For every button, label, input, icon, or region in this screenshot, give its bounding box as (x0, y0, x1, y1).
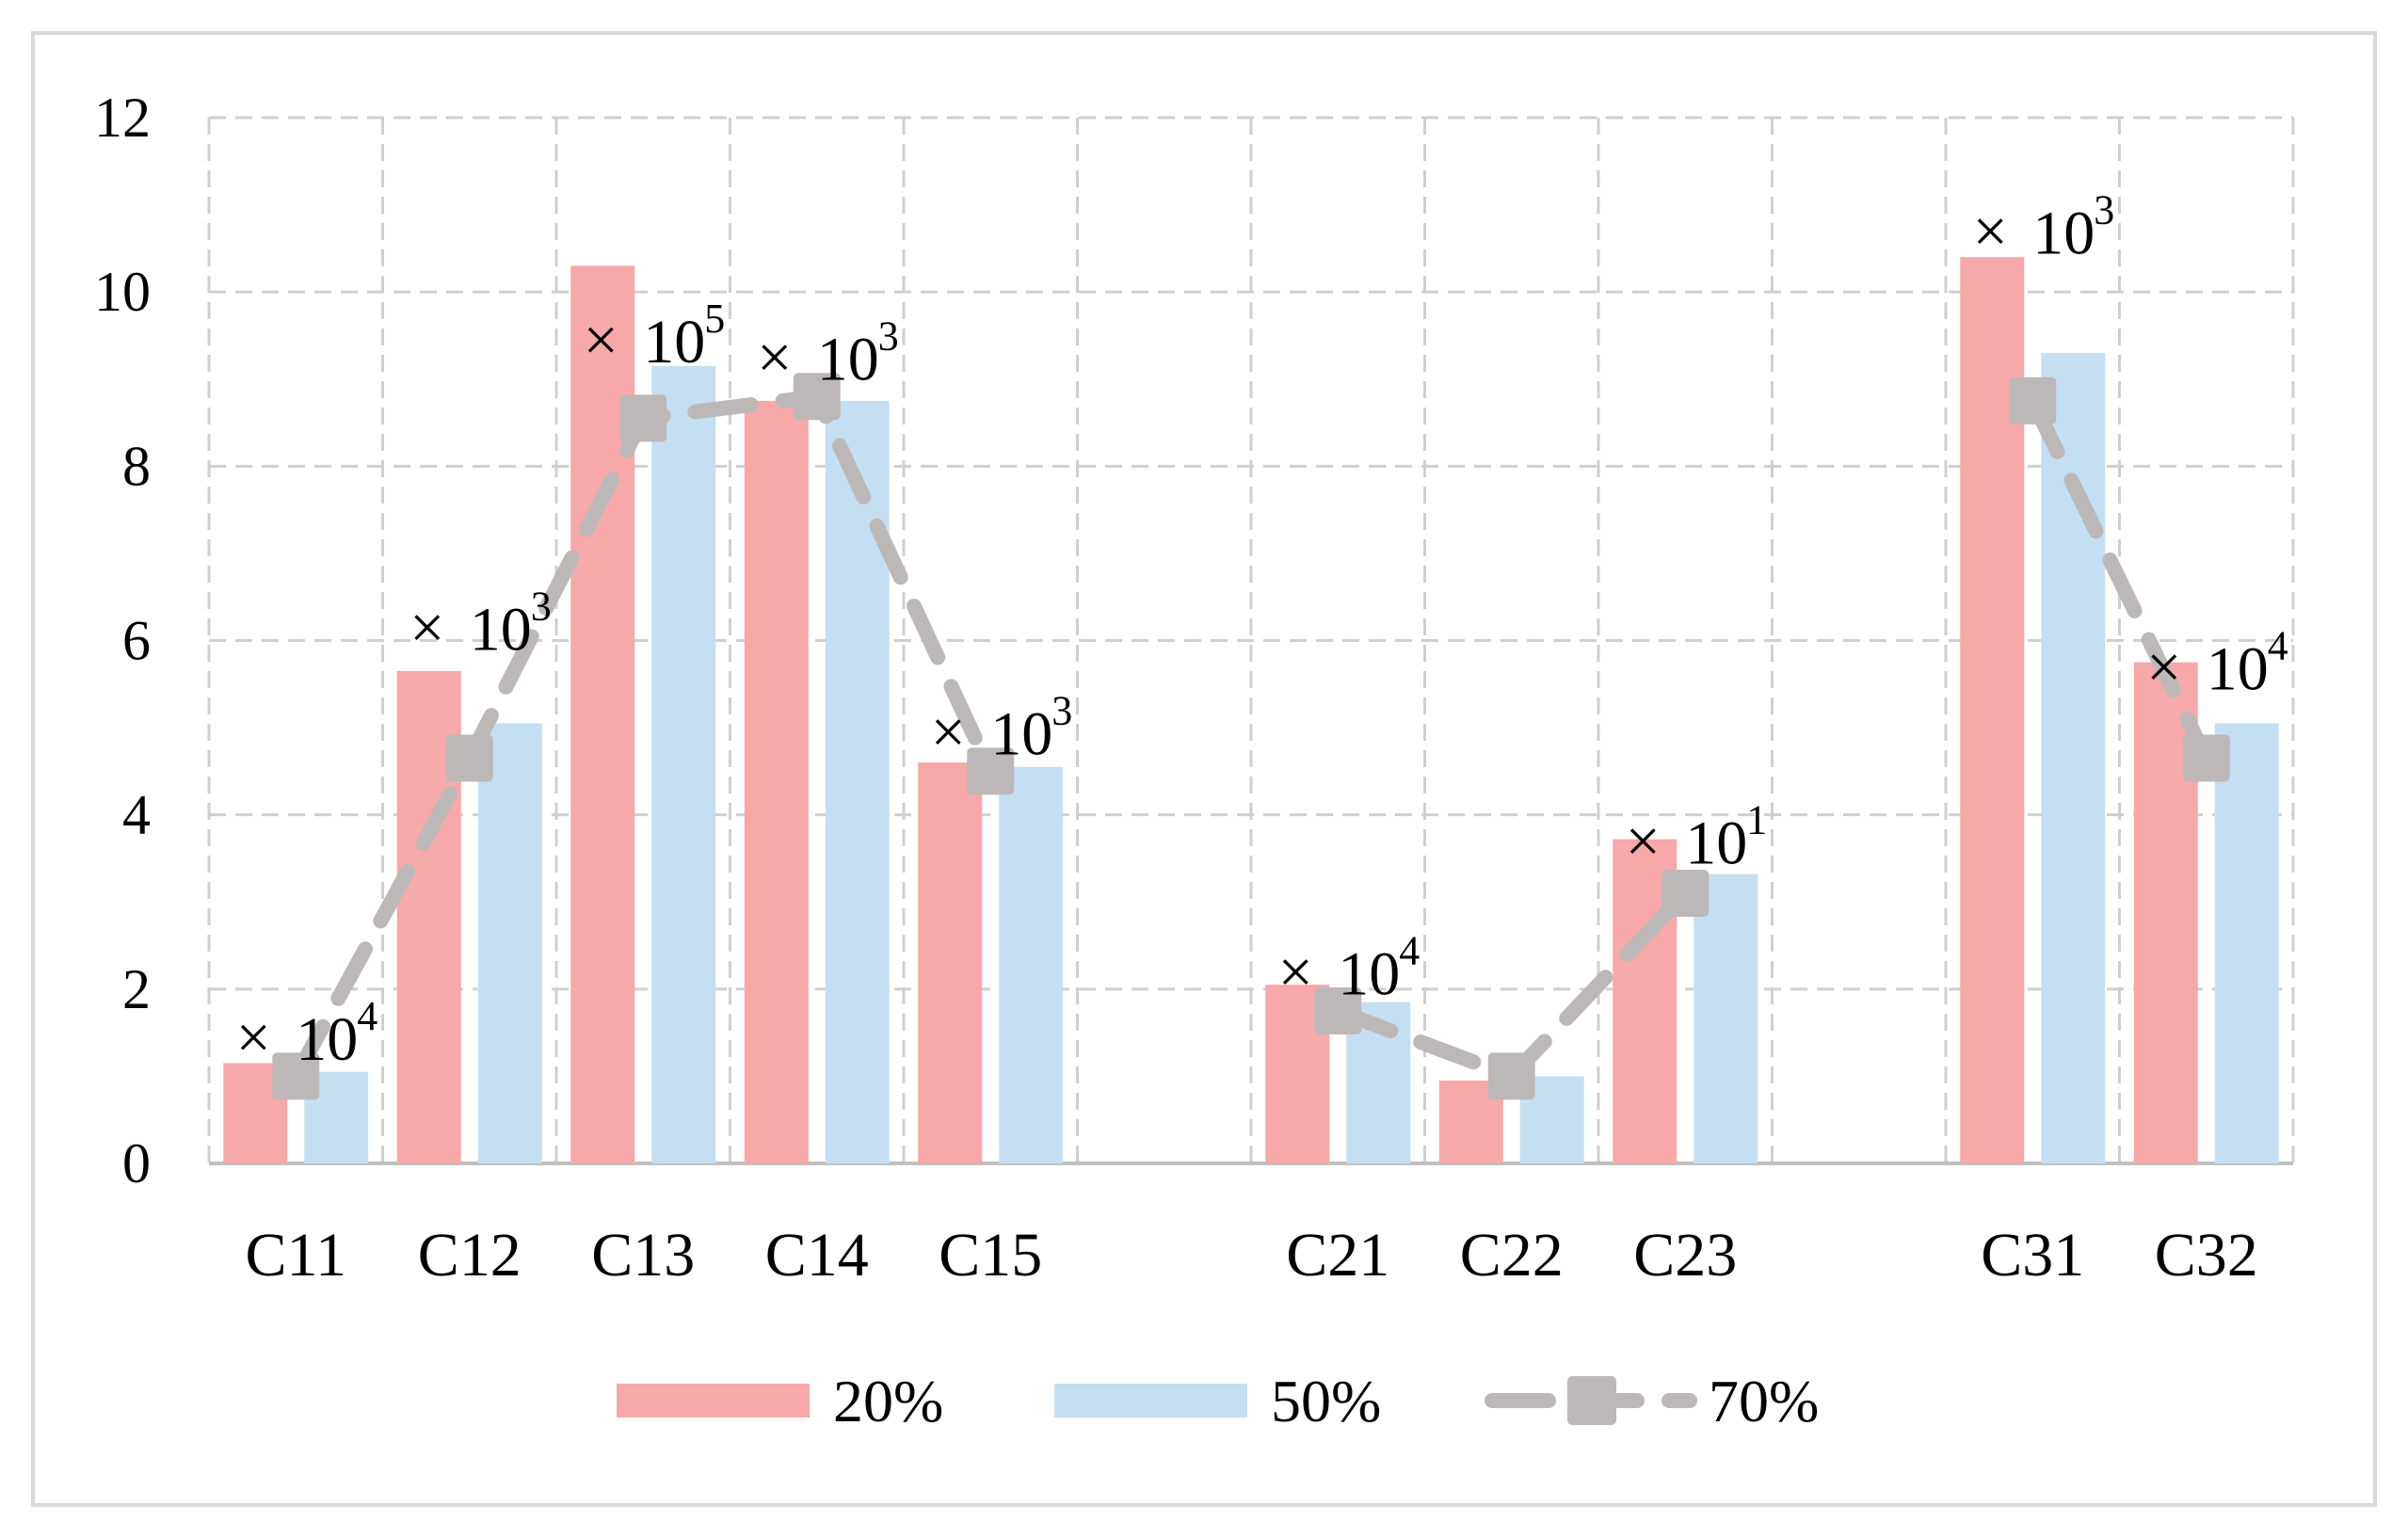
y-tick-label: 6 (122, 610, 151, 672)
y-tick-label: 10 (94, 261, 151, 323)
annotation-base: 10 (2207, 634, 2269, 703)
line-point-70pct (619, 394, 667, 442)
annotation-base: 10 (2032, 199, 2095, 267)
x-tick-label: C21 (1286, 1221, 1389, 1290)
x-tick-label: C22 (1460, 1221, 1564, 1290)
annotations: × 10 4× 10 3× 10 5× 10 3× 10 3× 10 4× 10 1× 10 3× 10 4 (236, 186, 2288, 1073)
x-tick-label: C31 (1981, 1221, 2084, 1290)
series-line (272, 373, 2230, 1100)
annotation-base: 10 (1338, 939, 1400, 1008)
legend-swatch (617, 1384, 810, 1418)
y-tick-label: 12 (94, 87, 151, 149)
legend-marker-swatch (1567, 1376, 1616, 1425)
line-point-70pct (793, 373, 841, 421)
x-tick-label: C11 (245, 1221, 346, 1290)
annotation-exponent: 3 (531, 584, 552, 630)
bar-50pct (1694, 873, 1758, 1163)
line-point-70pct (1487, 1052, 1535, 1100)
annotation-exponent: 4 (1399, 927, 1420, 973)
annotation-marker: × (584, 306, 618, 375)
annotation-base: 10 (296, 1005, 358, 1074)
line-point-70pct (445, 734, 493, 782)
annotation-marker: × (1278, 937, 1313, 1006)
bar-50pct (825, 400, 890, 1163)
bar-50pct (477, 723, 542, 1163)
annotation-base: 10 (643, 308, 705, 376)
x-tick-label: C32 (2155, 1221, 2258, 1290)
annotation-exponent: 3 (878, 313, 899, 360)
annotation-base: 10 (470, 596, 532, 665)
legend-label: 50% (1271, 1368, 1381, 1434)
line-point-70pct (272, 1052, 320, 1100)
annotation-base: 10 (990, 700, 1052, 769)
x-tick-label: C13 (591, 1221, 695, 1290)
annotation-marker: × (2146, 633, 2181, 701)
bar-50pct (999, 766, 1064, 1163)
annotation-exponent: 4 (2268, 622, 2288, 668)
line-point-70pct (967, 747, 1015, 795)
annotation-marker: × (409, 594, 444, 663)
tick-labels: 0 2 4 6 8 10 12 C11 C12 C13 C14 C15 C21 C22 C23 C31 C32 (94, 87, 2258, 1290)
annotation-exponent: 5 (704, 296, 725, 342)
line-series-70pct (2025, 393, 2214, 766)
line-point-70pct (1662, 869, 1710, 917)
line-point-70pct (2182, 734, 2230, 782)
legend-swatch (1054, 1384, 1247, 1418)
annotation-marker: × (1626, 807, 1661, 875)
line-point-70pct (2009, 376, 2057, 425)
grid (207, 116, 2295, 1165)
annotation-exponent: 3 (2094, 186, 2114, 232)
y-tick-label: 8 (122, 435, 151, 497)
x-tick-label: C12 (418, 1221, 522, 1290)
bar-50pct (651, 365, 716, 1163)
annotation-base: 10 (1685, 809, 1747, 877)
bar-20pct (744, 400, 809, 1163)
bar-20pct (918, 762, 983, 1163)
annotation-exponent: 1 (1746, 796, 1767, 842)
annotation-marker: × (757, 324, 792, 393)
annotation-base: 10 (817, 326, 879, 394)
legend-label: 20% (833, 1368, 943, 1434)
x-tick-label: C14 (765, 1221, 869, 1290)
y-tick-label: 0 (122, 1132, 151, 1194)
annotation-marker: × (1973, 197, 2008, 265)
legend-label: 70% (1709, 1368, 1819, 1434)
x-tick-label: C15 (939, 1221, 1042, 1290)
line-point-70pct (1314, 986, 1362, 1034)
legend: 20% 50% 70% (617, 1368, 1819, 1434)
y-tick-label: 4 (122, 784, 151, 846)
annotation-marker: × (236, 1003, 271, 1072)
x-tick-label: C23 (1633, 1221, 1737, 1290)
annotation-exponent: 4 (357, 993, 377, 1039)
y-tick-label: 2 (122, 958, 151, 1020)
bar-50pct (2214, 723, 2279, 1163)
annotation-exponent: 3 (1051, 688, 1072, 734)
annotation-marker: × (931, 698, 966, 767)
